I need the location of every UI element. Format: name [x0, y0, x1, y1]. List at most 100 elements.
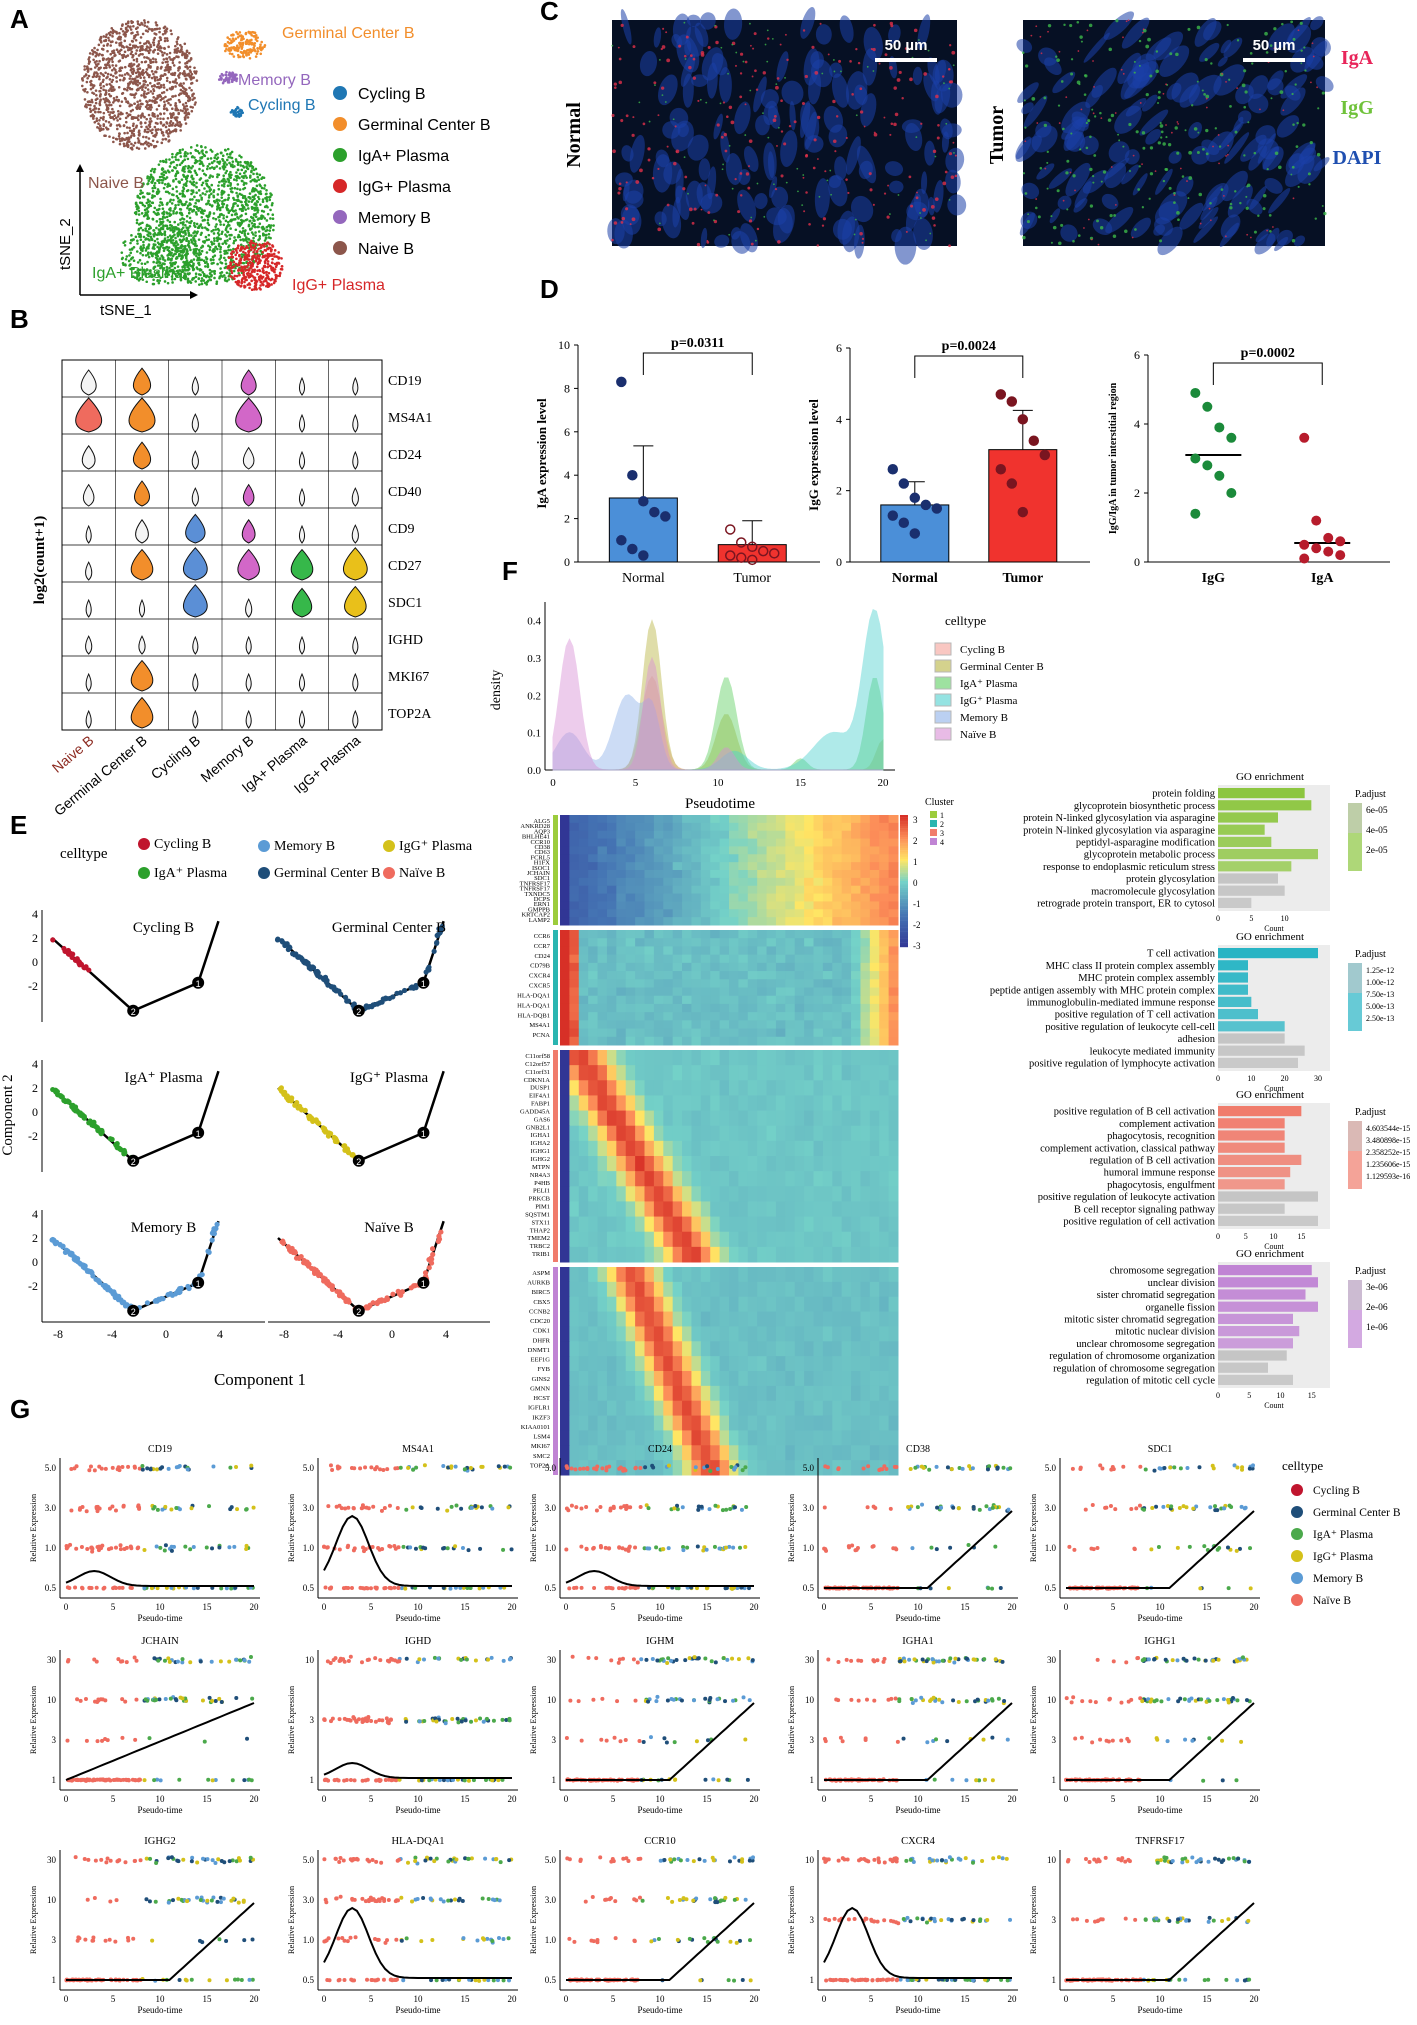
if-signal — [762, 71, 766, 75]
if-signal — [1299, 21, 1303, 25]
violin — [192, 672, 199, 692]
if-signal — [816, 244, 820, 247]
if-signal — [1138, 39, 1142, 43]
tsne-point — [186, 229, 190, 232]
tsne-point — [236, 204, 240, 207]
tsne-point — [198, 251, 201, 254]
tsne-point — [80, 84, 84, 88]
tsne-point — [235, 274, 239, 278]
if-signal — [1100, 117, 1103, 120]
tsne-point — [90, 48, 94, 52]
cell-point — [285, 946, 291, 953]
tsne-point — [138, 258, 142, 262]
tsne-point — [278, 274, 282, 278]
tsne-point — [133, 93, 137, 97]
if-signal — [1160, 136, 1163, 139]
tsne-point — [200, 196, 203, 200]
tsne-point — [213, 276, 216, 280]
tsne-point — [217, 160, 220, 164]
if-signal — [1090, 238, 1093, 241]
legend-swatch — [138, 867, 150, 879]
gene-label: CD24 — [388, 448, 421, 463]
if-tumor: 50 µm — [1015, 11, 1334, 256]
cell-point — [279, 939, 286, 945]
tsne-point — [210, 204, 214, 207]
if-signal — [1046, 187, 1049, 190]
if-signal — [929, 232, 932, 235]
tsne-point — [216, 227, 220, 231]
tsne-point — [142, 182, 145, 185]
if-signal — [832, 99, 836, 104]
tsne-point — [242, 206, 245, 210]
tsne-point — [146, 45, 149, 49]
tsne-point — [255, 180, 258, 183]
tsne-point — [240, 36, 244, 39]
tsne-point — [138, 134, 141, 137]
tsne-point — [207, 185, 211, 189]
tsne-point — [190, 109, 194, 113]
tsne-point — [95, 119, 99, 123]
tsne-point — [268, 198, 272, 202]
tsne-point — [267, 271, 271, 275]
tsne-point — [142, 135, 145, 139]
if-signal — [783, 142, 787, 146]
tsne-point — [236, 263, 239, 267]
tsne-point — [132, 58, 136, 62]
tsne-point — [95, 71, 98, 74]
tsne-point — [213, 239, 216, 243]
tsne-point — [95, 117, 99, 120]
if-signal — [1083, 74, 1087, 77]
tsne-point — [260, 40, 264, 44]
tsne-point — [146, 251, 150, 255]
if-signal — [859, 232, 863, 236]
if-signal — [1208, 207, 1211, 210]
tsne-point — [135, 146, 139, 150]
if-signal — [901, 96, 904, 100]
if-signal — [1302, 123, 1306, 127]
tsne-point — [207, 223, 211, 227]
if-signal — [821, 224, 825, 227]
tsne-point — [238, 41, 241, 45]
tsne-point — [181, 192, 184, 195]
if-signal — [771, 37, 774, 40]
tsne-point — [172, 225, 176, 229]
tsne-point — [238, 109, 241, 113]
group-label: Normal — [622, 571, 665, 586]
tsne-point — [190, 88, 193, 92]
tsne-point — [119, 38, 122, 41]
if-signal — [688, 65, 692, 70]
tsne-point — [208, 162, 211, 166]
tsne-point — [254, 279, 258, 282]
tsne-point — [198, 283, 201, 286]
tsne-point — [138, 235, 141, 238]
if-signal — [1290, 173, 1293, 176]
tsne-point — [111, 78, 115, 82]
tsne-point — [146, 49, 150, 53]
tsne-point — [109, 123, 113, 126]
tsne-point — [176, 49, 180, 53]
tsne-point — [182, 235, 185, 238]
tsne-point — [250, 248, 253, 251]
if-signal — [1157, 90, 1161, 94]
tsne-point — [185, 220, 189, 223]
if-signal — [1087, 218, 1090, 221]
tsne-point — [226, 239, 229, 242]
tsne-point — [165, 203, 169, 206]
if-signal — [734, 64, 737, 67]
if-signal — [673, 161, 677, 166]
if-signal — [951, 50, 956, 55]
tsne-point — [265, 225, 269, 229]
tsne-point — [257, 258, 261, 261]
tsne-point — [145, 207, 148, 211]
tsne-point — [224, 171, 227, 175]
if-signal — [692, 57, 696, 61]
tsne-point — [98, 129, 102, 132]
tsne-point — [232, 218, 236, 221]
tsne-point — [126, 131, 129, 135]
violin — [245, 672, 252, 692]
if-signal — [737, 210, 741, 214]
tsne-point — [218, 258, 221, 261]
if-signal — [1099, 111, 1102, 115]
tsne-point — [92, 84, 96, 87]
